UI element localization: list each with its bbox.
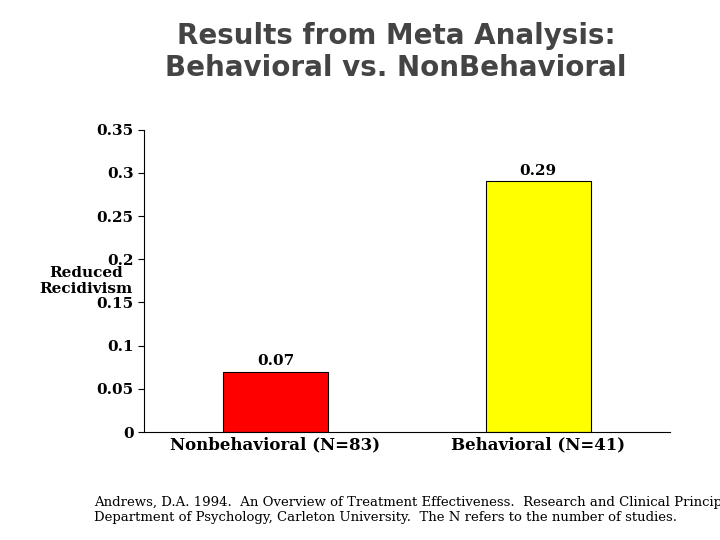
Text: 0.29: 0.29 <box>520 164 557 178</box>
Text: Results from Meta Analysis:
Behavioral vs. NonBehavioral: Results from Meta Analysis: Behavioral v… <box>166 22 626 82</box>
Text: Reduced
Recidivism: Reduced Recidivism <box>40 266 132 296</box>
Text: 0.07: 0.07 <box>257 354 294 368</box>
Bar <box>485 181 590 432</box>
Text: Andrews, D.A. 1994.  An Overview of Treatment Effectiveness.  Research and Clini: Andrews, D.A. 1994. An Overview of Treat… <box>94 496 720 524</box>
Bar <box>223 372 328 432</box>
